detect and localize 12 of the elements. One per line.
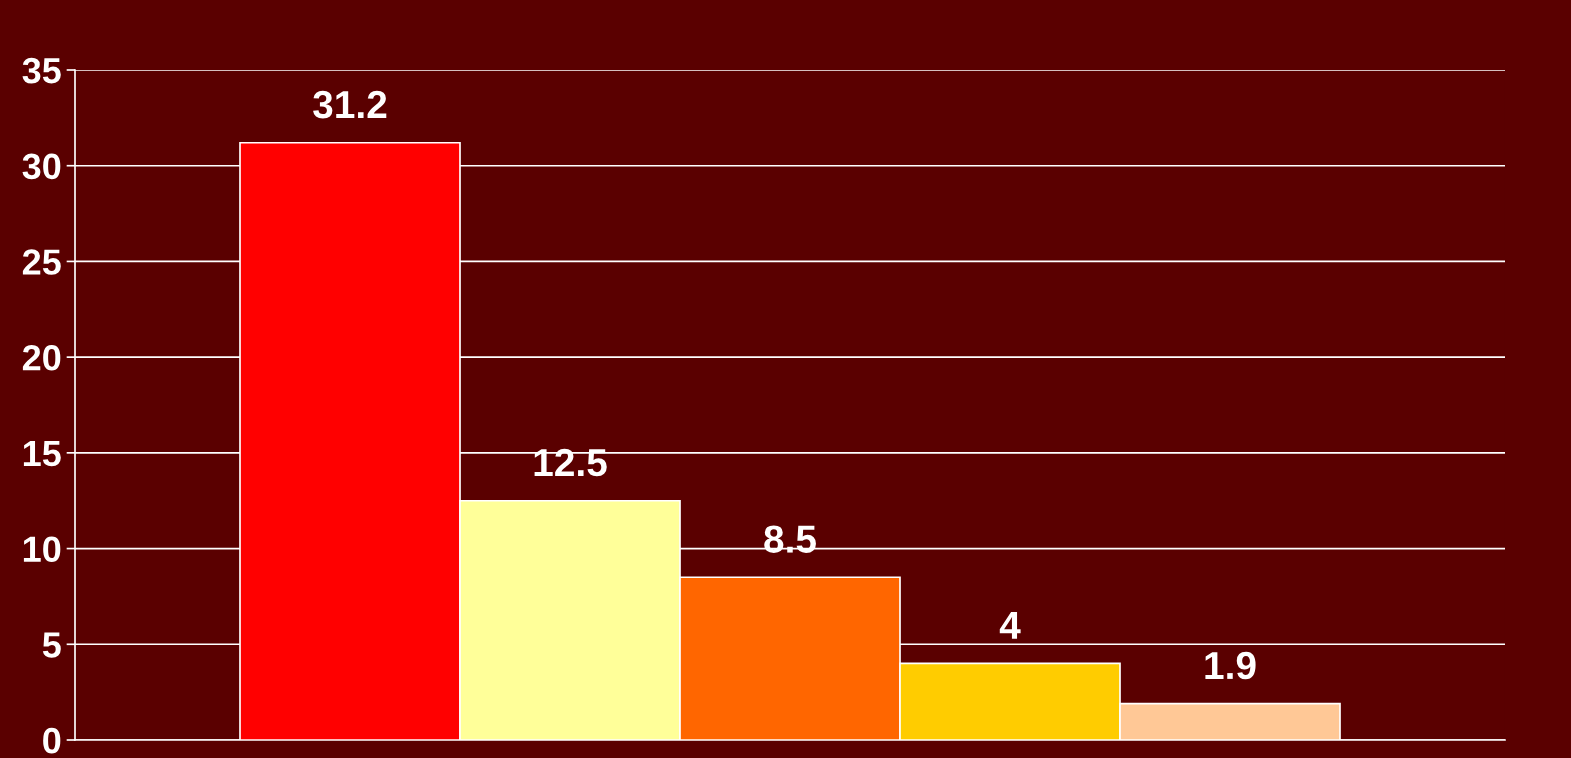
data-label: 4: [999, 611, 1021, 639]
y-tick-label: 10: [23, 536, 61, 563]
y-tick-label: 15: [23, 441, 61, 467]
y-tick-label: 25: [22, 249, 61, 275]
y-tick-label: 30: [22, 153, 61, 180]
data-label: 12.5: [534, 448, 607, 477]
data-label: 1.9: [1205, 651, 1256, 680]
data-label: 31.2: [313, 90, 387, 119]
y-tick-label: 20: [22, 345, 61, 371]
y-tick-label: 0: [43, 727, 61, 754]
y-tick-label: 35: [22, 57, 61, 84]
y-tick-label: 5: [42, 632, 61, 658]
